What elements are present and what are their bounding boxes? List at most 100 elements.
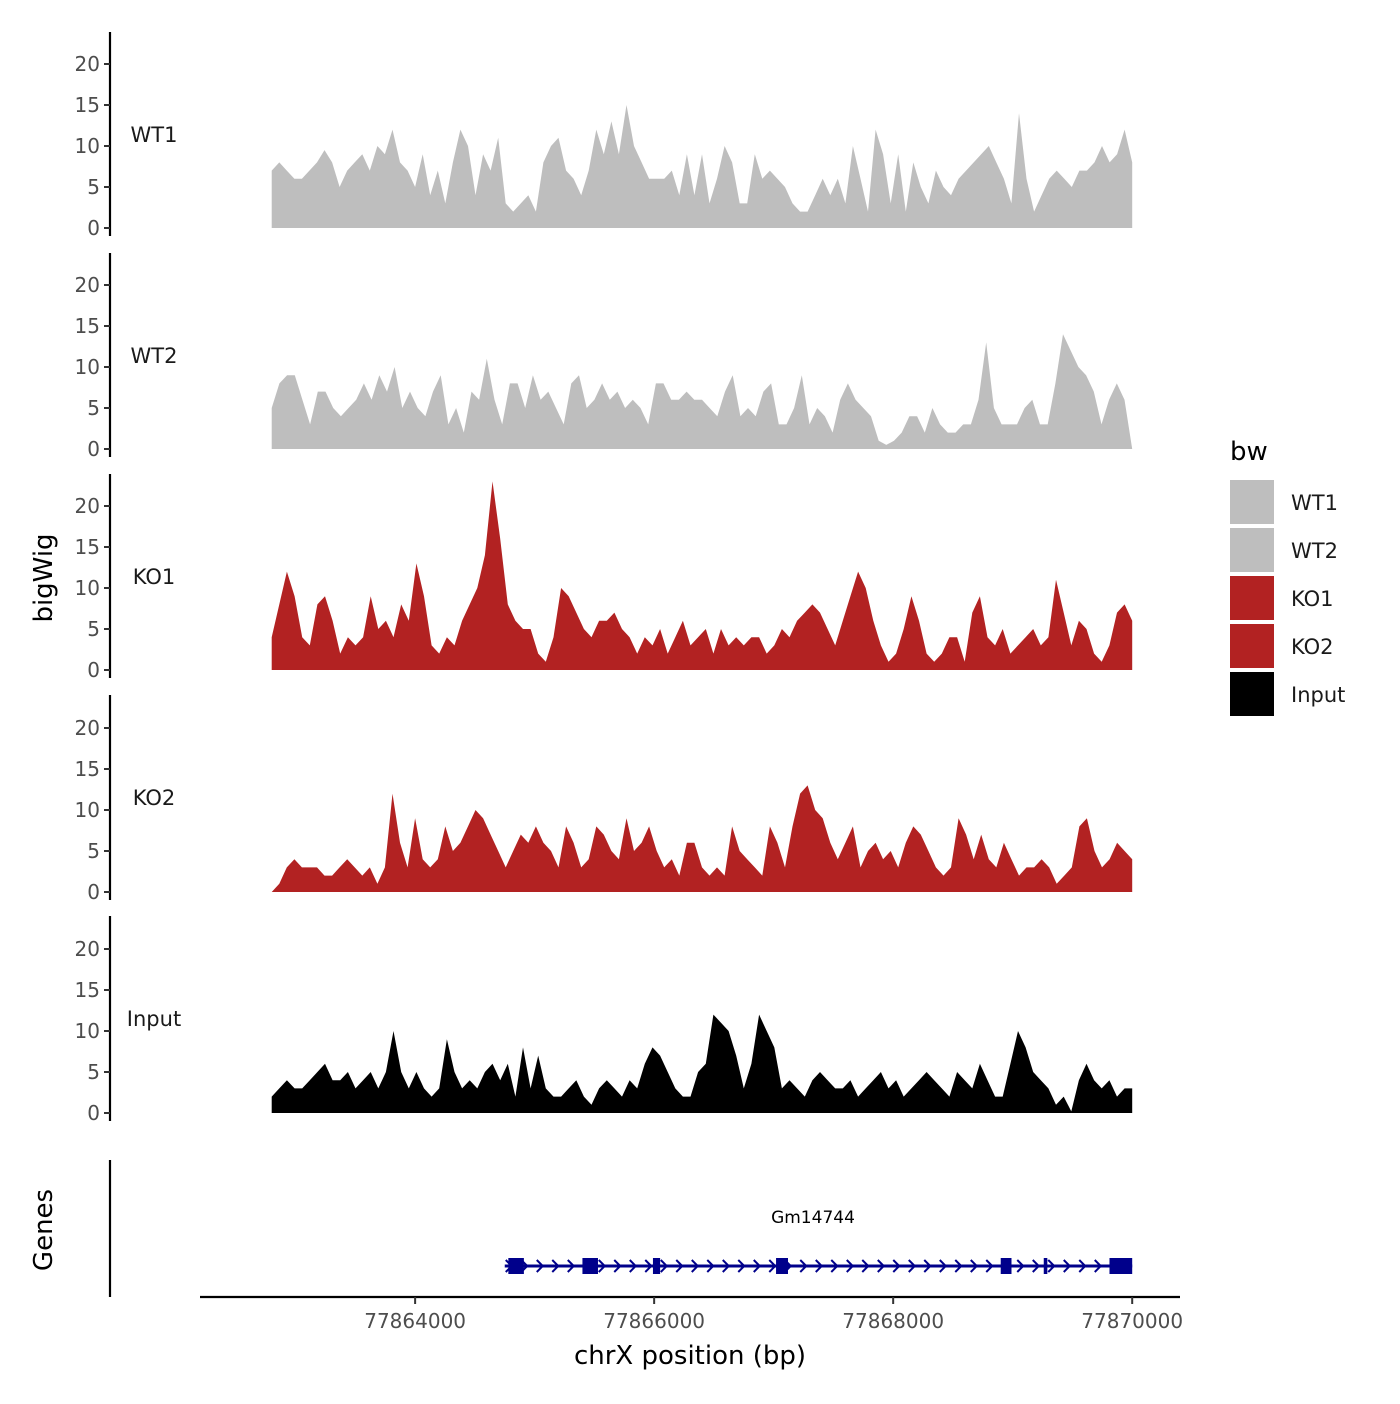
strand-arrow (675, 1259, 684, 1273)
x-axis-title: chrX position (bp) (574, 1341, 806, 1371)
strand-arrow (1063, 1259, 1072, 1273)
strand-arrow (923, 1259, 932, 1273)
panel-ko2: 0 5 10 15 20 KO2 (75, 695, 1133, 904)
y-tick-label: 15 (75, 93, 100, 117)
strand-arrow (660, 1259, 669, 1273)
strand-arrow (768, 1259, 777, 1273)
strand-arrow (892, 1259, 901, 1273)
y-tick-label: 10 (75, 576, 100, 600)
y-tick-label: 0 (87, 437, 100, 461)
y-tick-label: 5 (87, 617, 100, 641)
legend-item-ko1: KO1 (1230, 576, 1334, 620)
panel-wt1: 0 5 10 15 20 WT1 (75, 32, 1133, 240)
legend-label: Input (1291, 683, 1345, 707)
strand-arrow (799, 1259, 808, 1273)
strand-arrow (722, 1259, 731, 1273)
x-tick-label: 77868000 (842, 1309, 944, 1333)
exon (1043, 1258, 1048, 1274)
panel-label: WT2 (131, 344, 178, 368)
y-tick-label: 5 (87, 396, 100, 420)
signal-area-ko2 (271, 785, 1133, 892)
x-tick-label: 77866000 (603, 1309, 705, 1333)
y-tick-label: 15 (75, 978, 100, 1002)
y-tick-label: 15 (75, 314, 100, 338)
y-tick-label: 20 (75, 716, 100, 740)
signal-area-ko1 (271, 481, 1133, 670)
legend-swatch (1230, 528, 1274, 572)
panel-ko1: 0 5 10 15 20 KO1 (75, 474, 1133, 682)
strand-arrow (985, 1259, 994, 1273)
legend-item-wt1: WT1 (1230, 480, 1338, 524)
y-tick-label: 0 (87, 658, 100, 682)
exon (776, 1258, 788, 1274)
strand-arrow (877, 1259, 886, 1273)
legend-item-ko2: KO2 (1230, 624, 1334, 668)
strand-arrow (970, 1259, 979, 1273)
legend-swatch (1230, 624, 1274, 668)
legend-item-input: Input (1230, 672, 1345, 716)
legend-label: WT1 (1291, 491, 1338, 515)
exon (1000, 1258, 1012, 1274)
y-tick-label: 10 (75, 134, 100, 158)
panel-label: KO2 (133, 786, 176, 810)
y-tick-label: 10 (75, 1019, 100, 1043)
exon (582, 1258, 598, 1274)
legend-label: WT2 (1291, 539, 1338, 563)
strand-arrow (629, 1259, 638, 1273)
strand-arrow (1032, 1259, 1041, 1273)
y-tick-label: 10 (75, 798, 100, 822)
strand-arrow (598, 1259, 607, 1273)
x-axis: 77864000 77866000 77868000 77870000 (200, 1295, 1183, 1333)
exon (652, 1258, 661, 1274)
legend-swatch (1230, 480, 1274, 524)
y-tick-label: 0 (87, 1101, 100, 1125)
y-tick-label: 5 (87, 839, 100, 863)
x-tick-label: 77864000 (364, 1309, 466, 1333)
panel-wt2: 0 5 10 15 20 WT2 (75, 253, 1133, 461)
strand-arrow (1078, 1259, 1087, 1273)
strand-arrow (846, 1259, 855, 1273)
y-tick-label: 5 (87, 175, 100, 199)
y-tick-label: 20 (75, 937, 100, 961)
strand-arrow (954, 1259, 963, 1273)
y-tick-label: 10 (75, 355, 100, 379)
strand-arrow (908, 1259, 917, 1273)
signal-area-input (271, 1014, 1133, 1113)
y-tick-label: 15 (75, 535, 100, 559)
y-tick-label: 20 (75, 273, 100, 297)
strand-arrow (830, 1259, 839, 1273)
strand-arrow (861, 1259, 870, 1273)
legend: bw WT1 WT2 KO1 KO2 Input (1230, 437, 1345, 716)
panel-label: WT1 (131, 123, 178, 147)
signal-area-wt1 (271, 105, 1133, 228)
strand-arrow (706, 1259, 715, 1273)
gene-name-label: Gm14744 (771, 1208, 855, 1228)
strand-arrow (567, 1259, 576, 1273)
panel-label: Input (127, 1007, 181, 1031)
legend-label: KO2 (1291, 635, 1334, 659)
strand-arrow (753, 1259, 762, 1273)
signal-area-wt2 (271, 334, 1133, 449)
legend-item-wt2: WT2 (1230, 528, 1338, 572)
strand-arrow (1016, 1259, 1025, 1273)
strand-arrow (1047, 1259, 1056, 1273)
strand-arrow (613, 1259, 622, 1273)
legend-swatch (1230, 672, 1274, 716)
panel-input: 0 5 10 15 20 Input (75, 916, 1133, 1125)
strand-arrow (939, 1259, 948, 1273)
strand-arrow (536, 1259, 545, 1273)
track-panels: 0 5 10 15 20 WT1 0 5 10 15 20 WT2 0 5 10 15 20 KO1 0 5 10 15 2… (75, 32, 1133, 1125)
strand-arrow (551, 1259, 560, 1273)
y-tick-label: 5 (87, 1060, 100, 1084)
strand-arrow (644, 1259, 653, 1273)
y-tick-label: 20 (75, 52, 100, 76)
y-tick-label: 0 (87, 880, 100, 904)
y-tick-label: 0 (87, 216, 100, 240)
legend-label: KO1 (1291, 587, 1334, 611)
y-axis-title: bigWig (29, 533, 59, 622)
legend-swatch (1230, 576, 1274, 620)
panel-label: KO1 (133, 565, 176, 589)
strand-arrow (691, 1259, 700, 1273)
